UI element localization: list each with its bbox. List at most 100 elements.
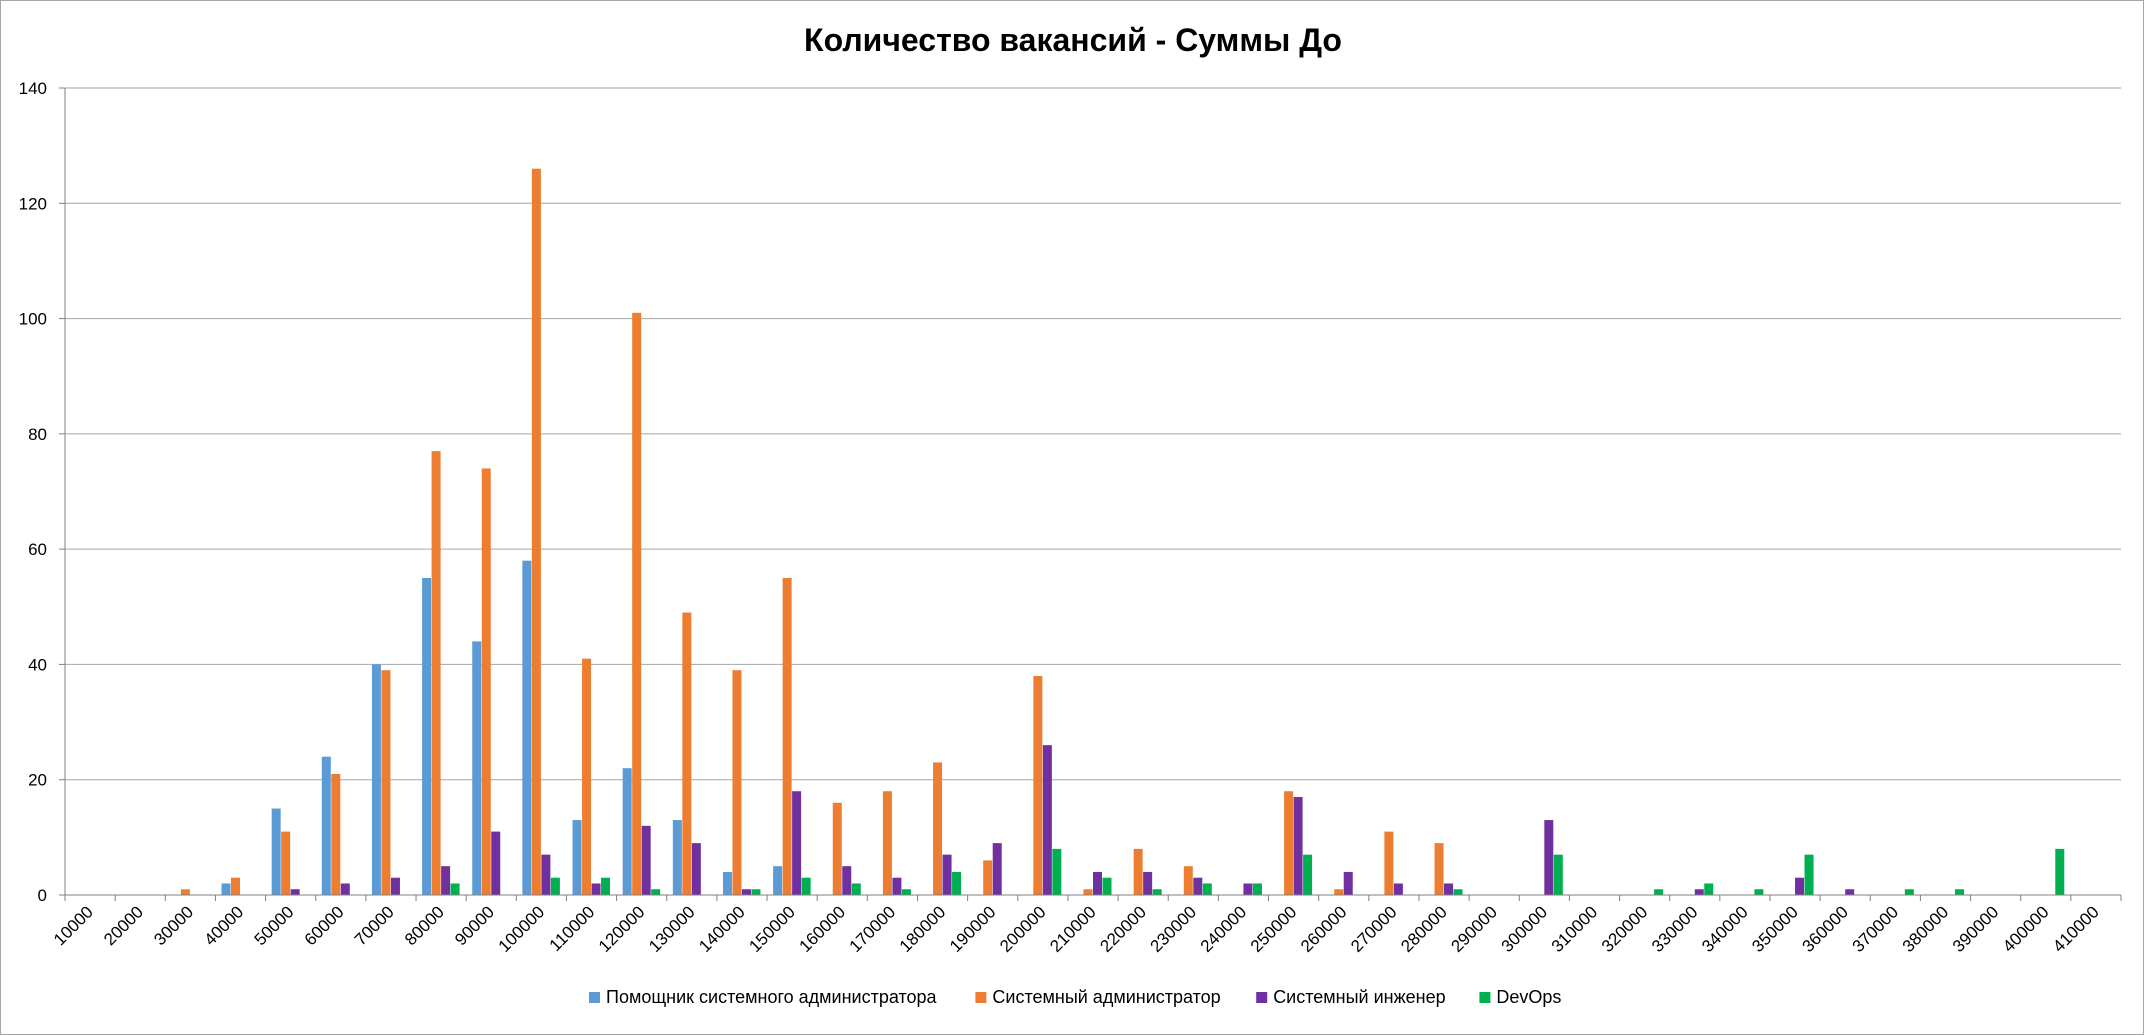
x-tick-label: 140000 [695,902,749,956]
bar [522,560,532,895]
bar [1202,883,1212,895]
x-tick-label: 200000 [996,902,1050,956]
x-tick-label: 390000 [1949,902,2003,956]
bar [1954,889,1964,895]
legend-swatch [589,992,600,1003]
bar [792,791,802,895]
bar [1093,871,1102,895]
bar [450,883,460,895]
bar [722,871,732,895]
bar [1083,889,1093,895]
bar [281,831,291,895]
bar [672,820,682,895]
bar [231,877,241,895]
bar [572,820,582,895]
bar [851,883,861,895]
axes [64,88,2121,896]
bar [622,768,632,895]
bar [472,641,482,895]
bar [1052,848,1062,895]
x-tick-label: 260000 [1297,902,1351,956]
bar [832,802,842,895]
bar [983,860,993,895]
bar [1183,866,1193,895]
bar [1544,820,1554,895]
bar [942,854,952,895]
bar [901,889,911,895]
legend: Помощник системного администратора Систем… [589,987,1561,1007]
y-tick-label: 20 [28,771,47,790]
bar [340,883,350,895]
bar [1694,889,1704,895]
x-tick-label: 90000 [451,902,498,949]
legend-label: Системный администратор [992,987,1220,1007]
bar [732,670,742,895]
bar [1444,883,1454,895]
x-tick-label: 60000 [301,902,348,949]
x-tick-label: 350000 [1748,902,1802,956]
x-tick-label: 100000 [495,902,549,956]
bar [390,877,400,895]
legend-swatch [1256,992,1268,1003]
y-tick-label: 80 [28,425,47,444]
x-tick-label: 190000 [946,902,1000,956]
x-tick-label: 230000 [1147,902,1201,956]
bar [1193,877,1203,895]
bars [180,168,2065,895]
x-tick-label: 170000 [846,902,900,956]
bar [1252,883,1262,895]
bar [491,831,501,895]
bar [782,577,792,895]
bar [1243,883,1253,895]
bar [882,791,892,895]
x-tick-label: 70000 [351,902,398,949]
x-tick-label: 400000 [1999,902,2053,956]
x-tick-label: 250000 [1247,902,1301,956]
legend-swatch [975,992,987,1003]
x-tick-label: 330000 [1648,902,1702,956]
bar [422,577,432,895]
bar [1102,877,1112,895]
x-tick-label: 280000 [1397,902,1451,956]
bar [591,883,601,895]
bar [1434,843,1444,895]
bar [1393,883,1403,895]
bar [632,312,642,895]
bar [381,670,391,895]
x-tick-label: 80000 [401,902,448,949]
bar [271,808,281,895]
legend-label: Системный инженер [1273,987,1445,1007]
bar [691,843,701,895]
bar [2055,848,2065,895]
bar [1904,889,1914,895]
bar [541,854,551,895]
x-tick-label: 180000 [896,902,950,956]
bar [773,866,783,895]
bar [221,883,231,895]
bar [582,658,592,895]
bar [331,773,341,895]
bar [531,168,541,895]
bar [952,871,962,895]
gridlines [65,87,2121,781]
y-tick-label: 40 [28,655,47,674]
bar [550,877,560,895]
bar [441,866,451,895]
y-tick-label: 60 [28,540,47,559]
y-tick-label: 140 [19,79,47,98]
bar [1845,889,1855,895]
bar [682,612,692,895]
bar [1033,675,1043,895]
bar [1754,889,1764,895]
x-tick-label: 380000 [1899,902,1953,956]
bar [601,877,611,895]
x-tick-label: 220000 [1096,902,1150,956]
bar [1804,854,1814,895]
bar [481,468,491,895]
bar [1042,745,1052,895]
bar [1293,797,1303,895]
bar [651,889,661,895]
x-tick-label: 10000 [50,902,97,949]
bar [1334,889,1344,895]
